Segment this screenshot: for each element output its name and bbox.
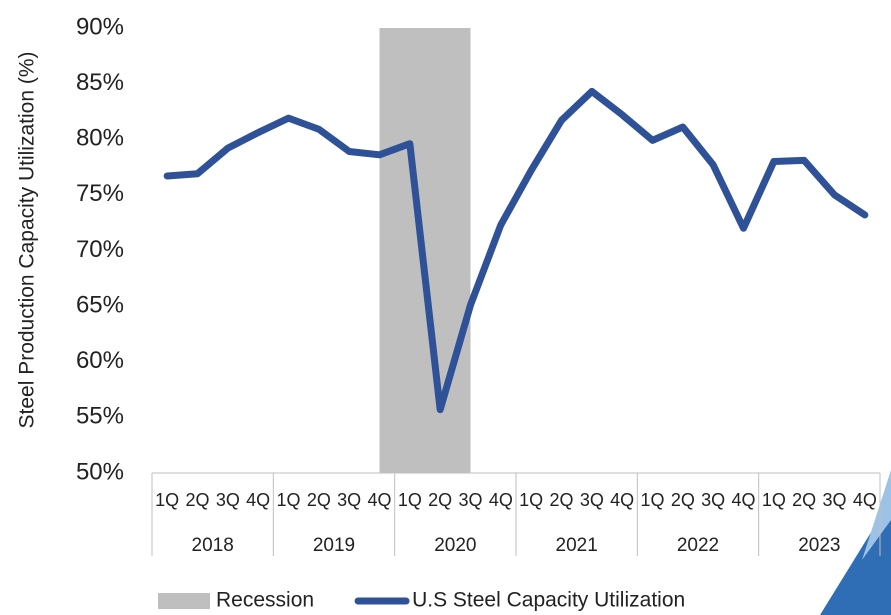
y-tick-label: 80% (76, 125, 124, 152)
x-tick-label: 2Q (671, 490, 695, 510)
x-tick-label: 3Q (216, 490, 240, 510)
x-tick-label: 1Q (762, 490, 786, 510)
x-tick-label: 4Q (610, 490, 634, 510)
x-tick-label: 3Q (458, 490, 482, 510)
x-tick-label: 4Q (853, 490, 877, 510)
x-tick-label: 2Q (792, 490, 816, 510)
x-tick-label: 1Q (276, 490, 300, 510)
data-line (163, 87, 869, 414)
y-tick-label: 60% (76, 347, 124, 374)
x-tick-label: 4Q (246, 490, 270, 510)
x-tick-label: 3Q (580, 490, 604, 510)
y-tick-label: 55% (76, 403, 124, 430)
y-tick-label: 65% (76, 291, 124, 318)
x-group-label: 2020 (434, 535, 476, 556)
x-tick-label: 4Q (489, 490, 513, 510)
x-tick-label: 1Q (519, 490, 543, 510)
y-tick-label: 70% (76, 236, 124, 263)
legend-label: Recession (216, 589, 314, 612)
legend-swatch (158, 593, 210, 609)
y-tick-label: 85% (76, 69, 124, 96)
x-group-label: 2021 (556, 535, 598, 556)
x-tick-label: 4Q (731, 490, 755, 510)
x-group-label: 2018 (192, 535, 234, 556)
legend-label: U.S Steel Capacity Utilization (412, 589, 685, 612)
x-tick-label: 2Q (428, 490, 452, 510)
x-group-label: 2019 (313, 535, 355, 556)
x-tick-label: 3Q (701, 490, 725, 510)
x-group-label: 2023 (798, 535, 840, 556)
x-group-label: 2022 (677, 535, 719, 556)
y-tick-label: 90% (76, 13, 124, 40)
x-tick-label: 4Q (367, 490, 391, 510)
y-axis-label: Steel Production Capacity Utilization (%… (16, 52, 39, 429)
y-tick-label: 50% (76, 458, 124, 485)
corner-decoration (862, 470, 891, 560)
y-tick-label: 75% (76, 180, 124, 207)
x-tick-label: 2Q (549, 490, 573, 510)
x-tick-label: 1Q (155, 490, 179, 510)
x-tick-label: 3Q (337, 490, 361, 510)
x-tick-label: 1Q (398, 490, 422, 510)
x-tick-label: 2Q (307, 490, 331, 510)
x-tick-label: 2Q (185, 490, 209, 510)
x-tick-label: 1Q (640, 490, 664, 510)
x-tick-label: 3Q (822, 490, 846, 510)
